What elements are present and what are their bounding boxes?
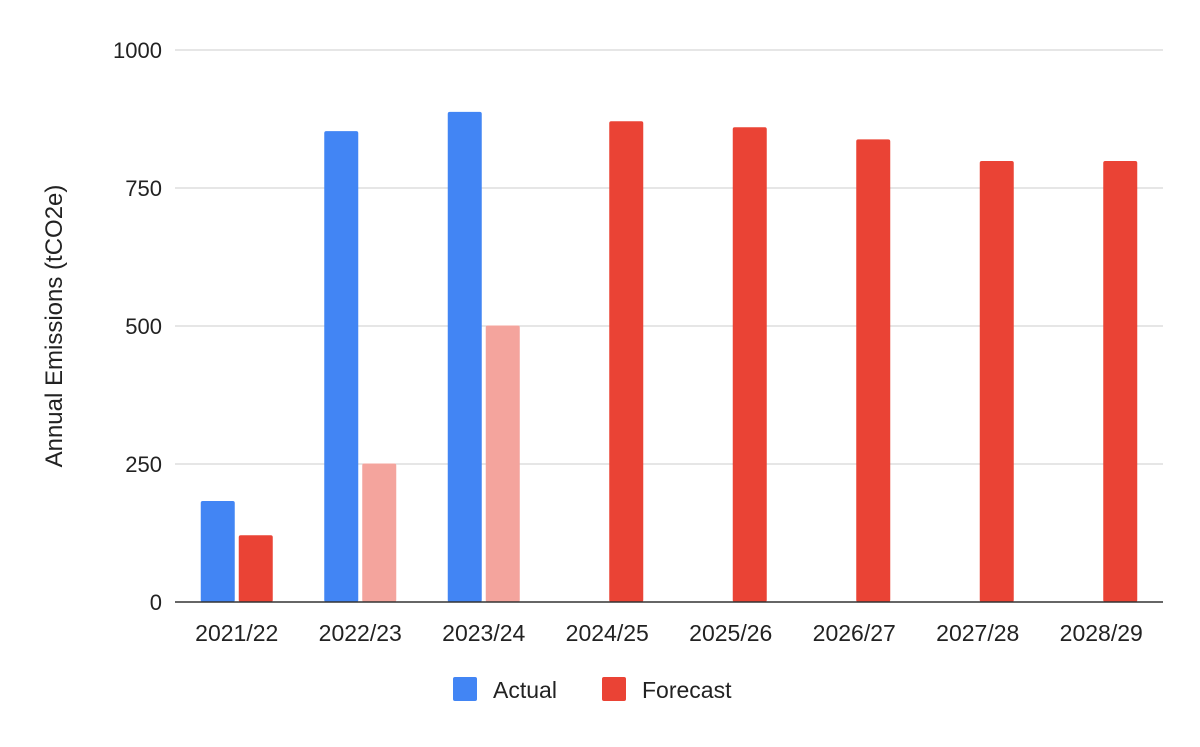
bar-forecast-2026-27 — [856, 139, 891, 602]
bar-forecast-2025-26 — [732, 127, 767, 602]
y-tick-label: 0 — [150, 590, 162, 615]
x-tick-label: 2027/28 — [936, 620, 1019, 646]
y-axis-title: Annual Emissions (tCO2e) — [41, 185, 68, 468]
bar-forecast-2022-23 — [362, 463, 397, 602]
x-tick-label: 2026/27 — [813, 620, 896, 646]
legend: Actual Forecast — [453, 677, 732, 703]
x-tick-label: 2024/25 — [566, 620, 649, 646]
y-tick-label: 750 — [125, 176, 162, 201]
bar-actual-2021-22 — [200, 500, 235, 602]
y-tick-label: 250 — [125, 452, 162, 477]
x-tick-label: 2021/22 — [195, 620, 278, 646]
bar-forecast-2021-22 — [238, 535, 273, 602]
legend-label-actual: Actual — [493, 677, 557, 703]
x-tick-label: 2028/29 — [1060, 620, 1143, 646]
bars — [200, 111, 1138, 603]
y-tick-label: 1000 — [113, 38, 162, 63]
legend-swatch-forecast — [602, 677, 626, 701]
gridlines — [175, 49, 1163, 465]
x-tick-label: 2022/23 — [319, 620, 402, 646]
x-tick-label: 2025/26 — [689, 620, 772, 646]
y-axis-ticks: 0 250 500 750 1000 — [113, 38, 162, 615]
bar-forecast-2023-24 — [485, 325, 520, 602]
bar-forecast-2027-28 — [979, 160, 1014, 602]
x-axis-ticks: 2021/22 2022/23 2023/24 2024/25 2025/26 2026/… — [195, 620, 1143, 646]
legend-label-forecast: Forecast — [642, 677, 732, 703]
bar-actual-2023-24 — [447, 111, 482, 602]
bar-forecast-2028-29 — [1103, 160, 1138, 602]
bar-actual-2022-23 — [324, 131, 359, 603]
x-tick-label: 2023/24 — [442, 620, 525, 646]
bar-forecast-2024-25 — [609, 121, 644, 602]
y-tick-label: 500 — [125, 314, 162, 339]
legend-swatch-actual — [453, 677, 477, 701]
